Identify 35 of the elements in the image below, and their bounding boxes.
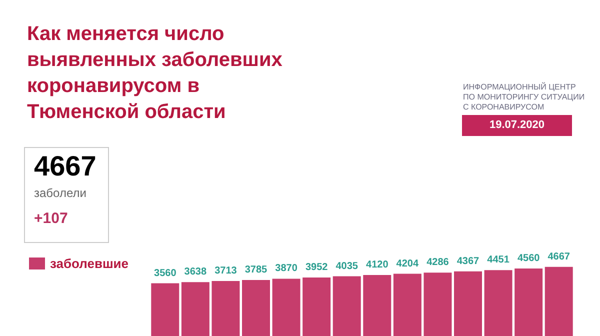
bar xyxy=(363,275,392,336)
data-label: 4367 xyxy=(456,256,480,267)
bar xyxy=(151,283,180,336)
data-label: 3713 xyxy=(214,266,238,277)
bar xyxy=(424,272,452,336)
data-label: 4035 xyxy=(336,260,358,272)
bar xyxy=(272,278,300,336)
text: +107 xyxy=(34,210,68,227)
data-label: 4204 xyxy=(396,258,419,270)
chart-title: Как меняется число выявленных заболевших коронавирусом в Тюменской области xyxy=(27,23,288,123)
data-label: 4667 xyxy=(548,251,570,262)
data-label: 4560 xyxy=(517,253,540,264)
text: 4667 xyxy=(34,150,96,182)
bar xyxy=(514,268,543,336)
data-label: 4120 xyxy=(366,260,389,271)
data-label: 3638 xyxy=(184,266,207,278)
data-label: 4451 xyxy=(487,254,510,266)
data-label: 3785 xyxy=(244,264,268,276)
data-label: 4286 xyxy=(426,257,450,268)
bar xyxy=(332,276,361,336)
bar xyxy=(393,274,422,336)
bar xyxy=(181,282,210,336)
data-label: 3870 xyxy=(275,263,298,274)
bar xyxy=(302,278,331,336)
bar xyxy=(484,270,512,336)
legend-label: заболевшие xyxy=(50,256,129,271)
data-label: 3952 xyxy=(305,262,328,274)
bar xyxy=(242,280,270,336)
bar xyxy=(454,271,482,336)
data-label: 3560 xyxy=(154,268,177,279)
text: 19.07.2020 xyxy=(489,119,545,131)
text: ИНФОРМАЦИОННЫЙ ЦЕНТР ПО МОНИТОРИНГУ СИТУАЦИИ С КОРОНАВИРУСОМ xyxy=(463,82,585,112)
bar xyxy=(212,281,240,336)
text: заболели xyxy=(34,186,86,200)
bar xyxy=(544,266,573,336)
